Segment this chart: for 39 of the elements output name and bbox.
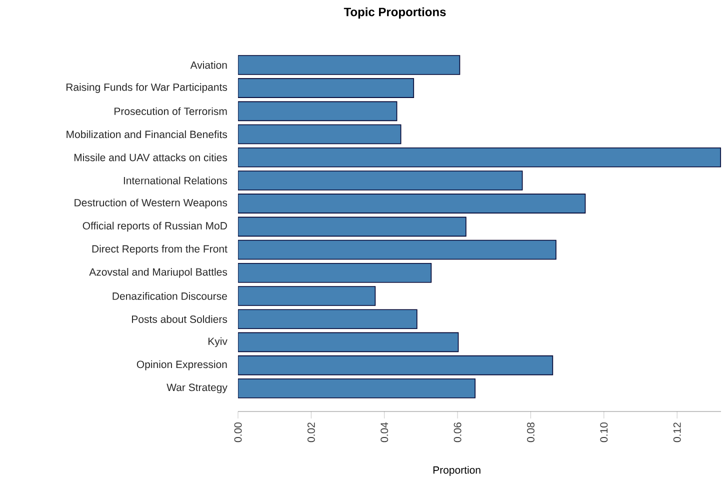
- bar: [238, 124, 402, 144]
- bar: [238, 262, 432, 283]
- y-tick-label: War Strategy: [166, 384, 228, 394]
- y-tick-label: Destruction of Western Weapons: [74, 198, 228, 208]
- x-tick-label: 0.12: [673, 422, 681, 442]
- y-tick-label: International Relations: [124, 176, 228, 184]
- y-tick-label: Denazification Discourse: [112, 292, 227, 300]
- x-tick-label: 0.02: [307, 422, 315, 442]
- y-tick-label: Azovstal and Mariupol Battles: [89, 268, 228, 278]
- x-tick-label: 0.08: [527, 422, 534, 442]
- y-tick-label: Prosecution of Terrorism: [114, 107, 227, 116]
- bar: [238, 332, 459, 352]
- x-tick-label: 0.04: [380, 422, 388, 442]
- x-tick-label: 0.00: [234, 422, 242, 442]
- y-tick-label: Kyiv: [208, 337, 228, 348]
- y-tick-label: Posts about Soldiers: [132, 315, 228, 323]
- bar: [238, 286, 376, 306]
- x-tick-label: 0.06: [454, 422, 462, 442]
- chart-title: Topic Proportions: [344, 7, 446, 19]
- bar: [238, 101, 398, 122]
- bar: [238, 194, 586, 214]
- bar: [238, 55, 460, 75]
- y-tick-label: Raising Funds for War Participants: [66, 83, 228, 93]
- x-tick-label: 0.10: [600, 422, 608, 442]
- y-tick-label: Direct Reports from the Front: [92, 244, 228, 255]
- bar: [238, 78, 414, 98]
- bar: [238, 240, 556, 260]
- bar: [238, 170, 523, 190]
- bar: [238, 378, 476, 398]
- bar: [238, 216, 466, 237]
- bar: [238, 147, 722, 168]
- y-tick-label: Official reports of Russian MoD: [82, 222, 227, 232]
- y-tick-label: Missile and UAV attacks on cities: [74, 154, 228, 162]
- y-tick-label: Mobilization and Financial Benefits: [66, 130, 228, 138]
- y-tick-label: Aviation: [190, 61, 227, 69]
- bar: [238, 355, 554, 376]
- y-tick-label: Opinion Expression: [136, 360, 227, 370]
- bar: [238, 309, 418, 329]
- x-axis-title: Proportion: [433, 466, 480, 476]
